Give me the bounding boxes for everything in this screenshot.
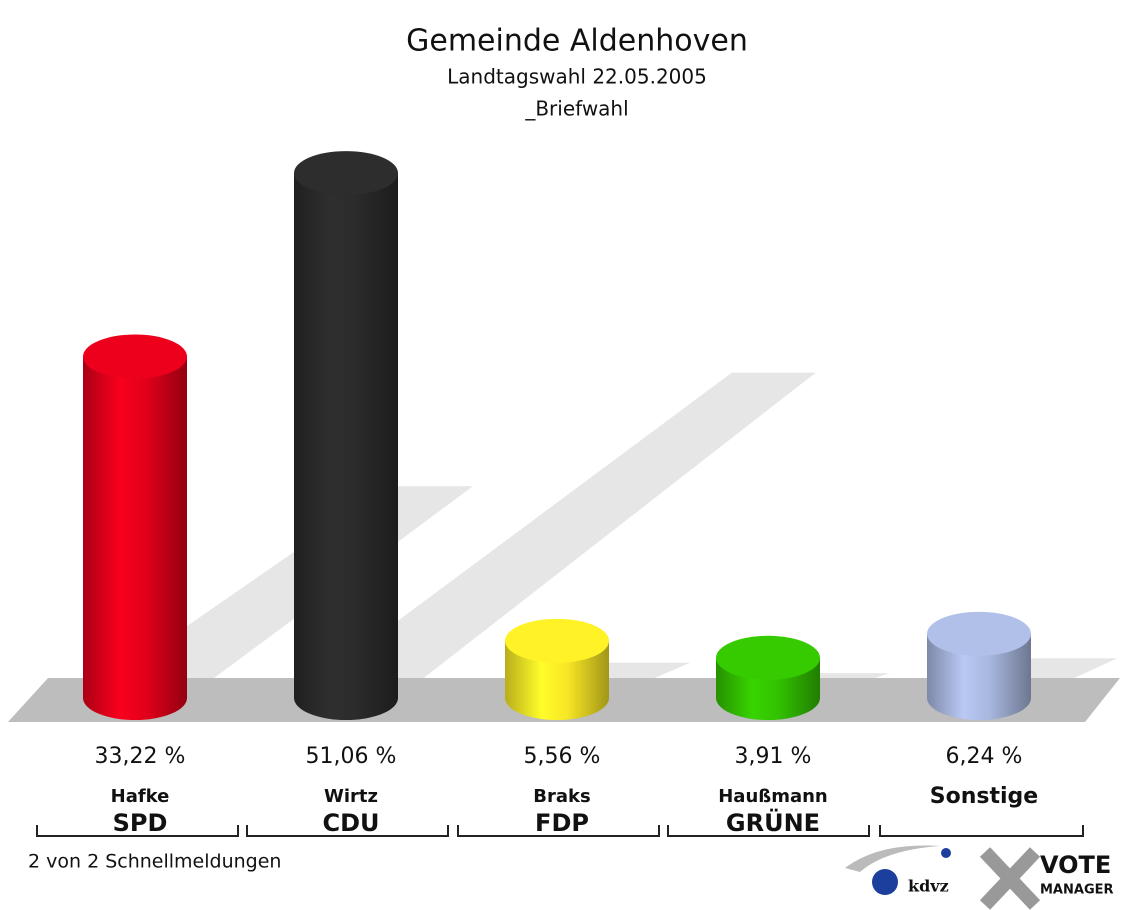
category-label: Sonstige [930,784,1038,809]
logo-text: MANAGER [1040,883,1114,898]
logo-text: VOTE [1040,851,1111,879]
bar-top [294,151,398,196]
footer: 2 von 2 Schnellmeldungen [28,851,281,873]
category-label: FDP [535,809,589,837]
logo-swoosh [845,845,940,872]
category-brackets [36,825,1084,837]
logo-text: kdvz [908,877,949,896]
chart-subtitle: Landtagswahl 22.05.2005 [447,65,707,89]
value-label: 33,22 % [95,744,186,769]
bar-shadow [294,372,816,698]
value-label: 51,06 % [306,744,397,769]
bar-top [505,618,609,663]
bar-top [716,635,820,680]
bar [927,633,1031,720]
chart-subtitle: _Briefwahl [524,97,628,121]
bar-top [927,611,1031,656]
logo-ball [872,869,898,895]
bar [294,173,398,720]
candidate-label: Wirtz [324,786,378,807]
bars [83,151,1031,720]
category-label: CDU [322,809,379,837]
category-label: SPD [113,809,168,837]
logo-dot [941,848,951,858]
chart-title: Gemeinde Aldenhoven [406,24,748,59]
logo: kdvz VOTE MANAGER [845,845,1114,910]
bar-top [83,334,187,379]
candidate-label: Haußmann [718,786,828,807]
value-label: 6,24 % [946,744,1023,769]
bar [83,356,187,720]
bar [505,640,609,720]
value-label: 3,91 % [735,744,812,769]
candidate-label: Hafke [111,786,170,807]
candidate-label: Braks [533,786,590,807]
value-label: 5,56 % [524,744,601,769]
logo-cross [979,847,1041,910]
category-label: GRÜNE [726,807,820,837]
